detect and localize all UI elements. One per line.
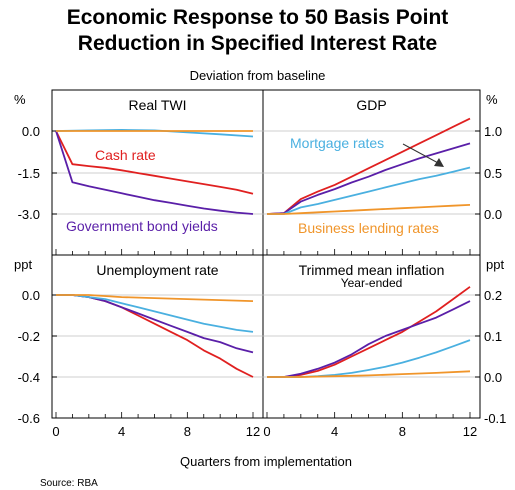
panel-subtitle: Year-ended xyxy=(341,276,403,290)
y-tick-label: -0.2 xyxy=(18,329,40,344)
x-tick-label: 8 xyxy=(184,424,191,439)
y-tick-label: 1.0 xyxy=(484,124,502,139)
x-tick-label: 4 xyxy=(118,424,125,439)
annotation-arrow-head xyxy=(434,158,444,167)
series-line-cash-rate xyxy=(55,130,254,195)
x-tick-label: 4 xyxy=(331,424,338,439)
y-axis-unit: % xyxy=(14,92,26,107)
y-axis-unit: % xyxy=(486,92,498,107)
y-tick-label: 0.1 xyxy=(484,329,502,344)
y-tick-label: 0.0 xyxy=(22,288,40,303)
series-line-government-bond-yields xyxy=(266,142,471,215)
x-tick-label: 12 xyxy=(463,424,477,439)
series-line-business-lending-rates xyxy=(267,370,471,378)
series-label-mortgage-rates: Mortgage rates xyxy=(290,135,384,151)
series-line-cash-rate xyxy=(266,117,471,215)
y-tick-label: -0.1 xyxy=(484,411,506,426)
panel-title: Unemployment rate xyxy=(96,262,218,278)
series-line-business-lending-rates xyxy=(56,294,254,302)
annotation-arrow-line xyxy=(402,143,441,165)
y-tick-label: -0.4 xyxy=(18,370,40,385)
y-tick-label: 0.5 xyxy=(484,166,502,181)
series-line-mortgage-rates xyxy=(267,339,471,378)
y-axis-unit: ppt xyxy=(14,257,32,272)
panel-title: GDP xyxy=(356,97,386,113)
y-tick-label: -3.0 xyxy=(18,207,40,222)
series-line-mortgage-rates xyxy=(56,294,254,333)
plot-frame xyxy=(51,89,481,419)
series-line-cash-rate xyxy=(267,286,471,378)
series-line-business-lending-rates xyxy=(267,204,471,215)
series-label-business-lending-rates: Business lending rates xyxy=(298,220,439,236)
source-note: Source: RBA xyxy=(40,478,98,489)
series-line-government-bond-yields xyxy=(267,300,471,378)
series-label-cash-rate: Cash rate xyxy=(95,147,156,163)
panel-title: Trimmed mean inflation xyxy=(299,262,445,278)
y-tick-label: 0.0 xyxy=(484,207,502,222)
series-line-government-bond-yields xyxy=(55,130,254,215)
x-tick-label: 0 xyxy=(263,424,270,439)
series-label-government-bond-yields: Government bond yields xyxy=(66,218,218,234)
series-line-mortgage-rates xyxy=(267,166,471,215)
x-tick-label: 12 xyxy=(246,424,260,439)
y-tick-label: 0.0 xyxy=(484,370,502,385)
panel-title: Real TWI xyxy=(128,97,186,113)
chart-title-line1: Economic Response to 50 Basis Point xyxy=(66,6,449,29)
x-axis-label: Quarters from implementation xyxy=(180,454,352,469)
y-tick-label: -1.5 xyxy=(18,166,40,181)
x-tick-label: 8 xyxy=(399,424,406,439)
y-tick-label: 0.0 xyxy=(22,124,40,139)
y-axis-unit: ppt xyxy=(486,257,504,272)
chart-title-line2: Reduction in Specified Interest Rate xyxy=(77,32,438,55)
x-tick-label: 0 xyxy=(52,424,59,439)
y-tick-label: 0.2 xyxy=(484,288,502,303)
chart-subtitle: Deviation from baseline xyxy=(189,68,326,83)
y-tick-label: -0.6 xyxy=(18,411,40,426)
